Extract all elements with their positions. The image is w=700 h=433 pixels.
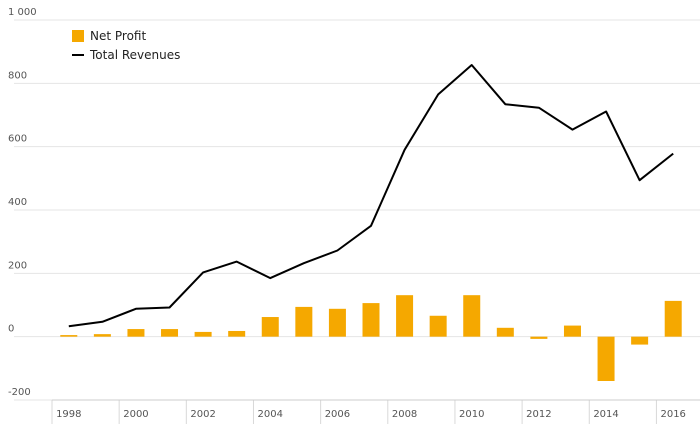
net-profit-bar (563, 325, 581, 337)
net-profit-bar (93, 334, 111, 337)
y-tick-label: 400 (8, 197, 27, 208)
y-tick-label: 200 (8, 260, 27, 271)
x-tick-label: 1998 (56, 409, 81, 420)
legend-label-total-revenues: Total Revenues (89, 48, 180, 62)
net-profit-bar (463, 295, 481, 337)
net-profit-bar (295, 306, 313, 337)
x-tick-label: 2014 (593, 409, 618, 420)
y-tick-label: -200 (8, 387, 31, 398)
net-profit-bar (228, 330, 246, 337)
net-profit-bars (60, 295, 682, 381)
net-profit-bar (530, 336, 548, 339)
x-tick-label: 2010 (459, 409, 484, 420)
x-tick-label: 2006 (325, 409, 350, 420)
net-profit-bar (631, 336, 649, 345)
net-profit-bar (362, 303, 380, 337)
y-tick-label: 800 (8, 70, 27, 81)
gridlines (14, 19, 700, 401)
total-revenues-line (68, 64, 674, 328)
y-axis: -200 0 200 400 600 800 1 000 (8, 7, 37, 398)
y-tick-label: 600 (8, 134, 27, 145)
x-axis: 1998 2000 2002 2004 2006 2008 2010 2012 2014 2016 (51, 399, 700, 424)
x-tick-label: 2002 (190, 409, 215, 420)
x-tick-label: 2016 (660, 409, 685, 420)
x-tick-label: 2008 (392, 409, 417, 420)
legend-swatch-net-profit (72, 30, 84, 42)
net-profit-bar (60, 335, 78, 337)
net-profit-bar (396, 295, 414, 337)
net-profit-bar (664, 300, 682, 337)
net-profit-bar (597, 336, 615, 381)
net-profit-bar (161, 329, 179, 337)
y-tick-label: 0 (8, 324, 14, 335)
x-tick-label: 2012 (526, 409, 551, 420)
net-profit-bar (127, 329, 145, 337)
legend: Net Profit Total Revenues (72, 29, 180, 62)
total-revenues-line-group (68, 64, 674, 328)
x-tick-label: 2004 (258, 409, 283, 420)
net-profit-bar (496, 327, 514, 337)
legend-label-net-profit: Net Profit (90, 29, 146, 43)
net-profit-bar (429, 315, 447, 337)
net-profit-bar (261, 317, 279, 337)
net-profit-bar (328, 308, 346, 337)
y-tick-label: 1 000 (8, 7, 37, 18)
net-profit-bar (194, 331, 212, 337)
x-tick-label: 2000 (123, 409, 148, 420)
